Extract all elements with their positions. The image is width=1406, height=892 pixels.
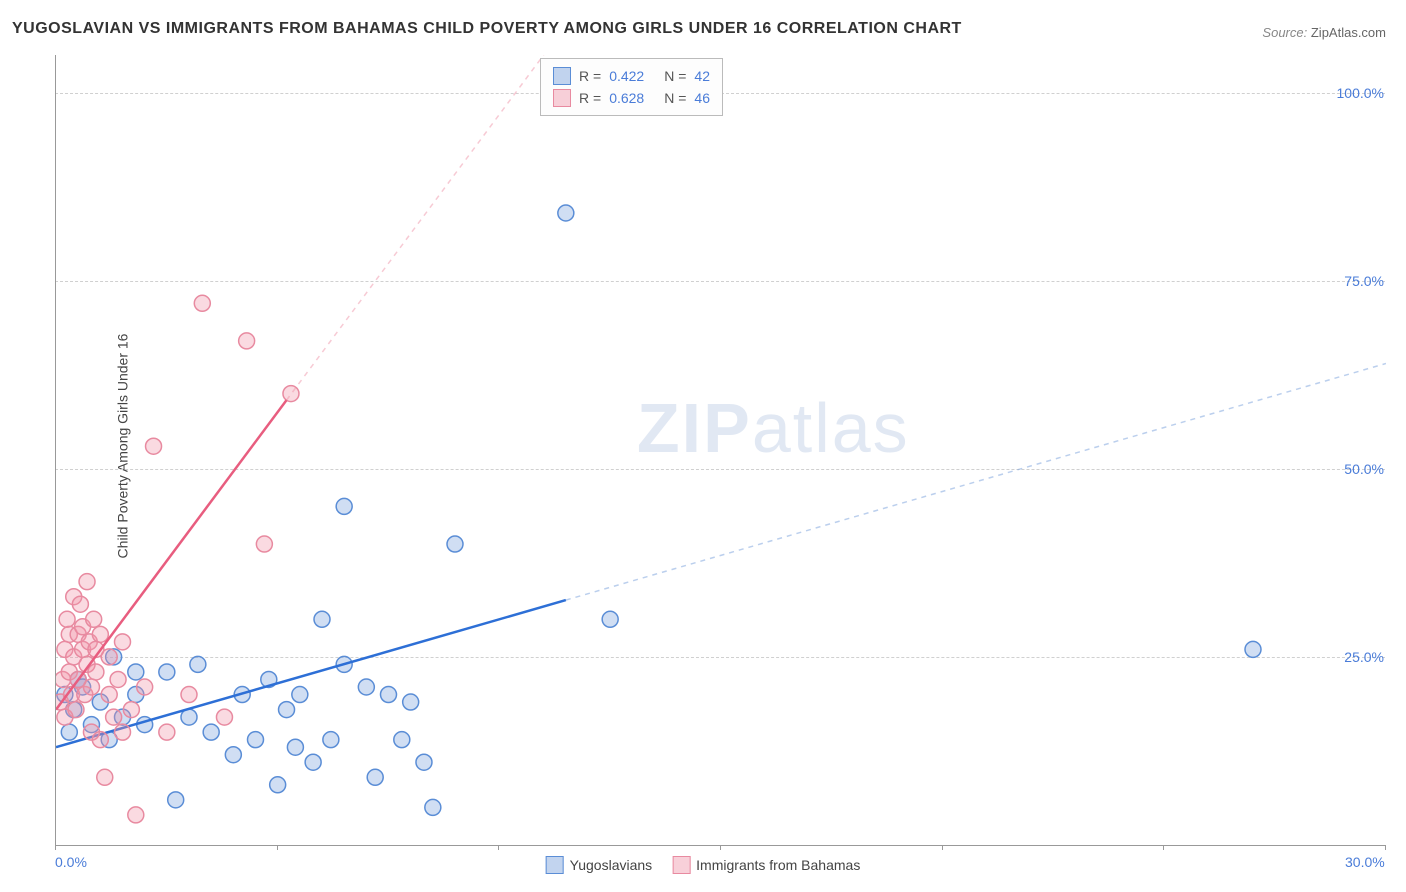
data-point bbox=[225, 747, 241, 763]
data-point bbox=[367, 769, 383, 785]
chart-container: YUGOSLAVIAN VS IMMIGRANTS FROM BAHAMAS C… bbox=[0, 0, 1406, 892]
stats-row-bahamas: R = 0.628 N = 46 bbox=[553, 87, 710, 109]
n-label: N = bbox=[664, 65, 686, 87]
data-point bbox=[336, 498, 352, 514]
legend-swatch-yugoslavians bbox=[546, 856, 564, 874]
data-point bbox=[128, 807, 144, 823]
data-point bbox=[305, 754, 321, 770]
data-point bbox=[146, 438, 162, 454]
data-point bbox=[86, 611, 102, 627]
data-point bbox=[101, 687, 117, 703]
data-point bbox=[558, 205, 574, 221]
data-point bbox=[602, 611, 618, 627]
legend-label-0: Yugoslavians bbox=[570, 857, 653, 873]
source-value: ZipAtlas.com bbox=[1311, 25, 1386, 40]
data-point bbox=[97, 769, 113, 785]
stats-legend-box: R = 0.422 N = 42 R = 0.628 N = 46 bbox=[540, 58, 723, 116]
x-tick: 0.0% bbox=[55, 854, 87, 870]
bottom-legend: Yugoslavians Immigrants from Bahamas bbox=[546, 856, 861, 874]
data-point bbox=[194, 295, 210, 311]
data-point bbox=[314, 611, 330, 627]
data-point bbox=[137, 679, 153, 695]
data-point bbox=[203, 724, 219, 740]
data-point bbox=[283, 386, 299, 402]
x-tick: 30.0% bbox=[1345, 854, 1385, 870]
swatch-yugoslavians bbox=[553, 67, 571, 85]
data-point bbox=[168, 792, 184, 808]
data-point bbox=[92, 626, 108, 642]
trend-line-dashed bbox=[566, 363, 1386, 600]
legend-item-yugoslavians: Yugoslavians bbox=[546, 856, 653, 874]
data-point bbox=[279, 702, 295, 718]
data-point bbox=[292, 687, 308, 703]
data-point bbox=[190, 656, 206, 672]
source-label: Source: bbox=[1262, 25, 1307, 40]
scatter-svg bbox=[56, 55, 1386, 845]
legend-item-bahamas: Immigrants from Bahamas bbox=[672, 856, 860, 874]
chart-title: YUGOSLAVIAN VS IMMIGRANTS FROM BAHAMAS C… bbox=[12, 20, 962, 38]
plot-area bbox=[55, 55, 1386, 846]
data-point bbox=[79, 574, 95, 590]
data-point bbox=[128, 664, 144, 680]
n-value-0: 42 bbox=[694, 65, 710, 87]
data-point bbox=[101, 649, 117, 665]
data-point bbox=[323, 732, 339, 748]
data-point bbox=[216, 709, 232, 725]
data-point bbox=[61, 724, 77, 740]
data-point bbox=[403, 694, 419, 710]
data-point bbox=[59, 611, 75, 627]
data-point bbox=[159, 664, 175, 680]
source-attribution: Source: ZipAtlas.com bbox=[1262, 25, 1386, 40]
data-point bbox=[123, 702, 139, 718]
trend-line-dashed bbox=[287, 55, 544, 400]
r-value-1: 0.628 bbox=[609, 87, 644, 109]
data-point bbox=[115, 724, 131, 740]
data-point bbox=[416, 754, 432, 770]
data-point bbox=[92, 732, 108, 748]
n-label: N = bbox=[664, 87, 686, 109]
data-point bbox=[270, 777, 286, 793]
data-point bbox=[68, 702, 84, 718]
data-point bbox=[181, 687, 197, 703]
data-point bbox=[88, 664, 104, 680]
data-point bbox=[447, 536, 463, 552]
stats-row-yugoslavians: R = 0.422 N = 42 bbox=[553, 65, 710, 87]
legend-label-1: Immigrants from Bahamas bbox=[696, 857, 860, 873]
r-value-0: 0.422 bbox=[609, 65, 644, 87]
data-point bbox=[381, 687, 397, 703]
data-point bbox=[106, 709, 122, 725]
data-point bbox=[110, 671, 126, 687]
data-point bbox=[248, 732, 264, 748]
n-value-1: 46 bbox=[694, 87, 710, 109]
data-point bbox=[159, 724, 175, 740]
legend-swatch-bahamas bbox=[672, 856, 690, 874]
swatch-bahamas bbox=[553, 89, 571, 107]
trend-line-solid bbox=[56, 400, 287, 709]
data-point bbox=[256, 536, 272, 552]
data-point bbox=[425, 799, 441, 815]
data-point bbox=[1245, 641, 1261, 657]
r-label: R = bbox=[579, 87, 601, 109]
data-point bbox=[239, 333, 255, 349]
data-point bbox=[83, 679, 99, 695]
data-point bbox=[394, 732, 410, 748]
data-point bbox=[115, 634, 131, 650]
data-point bbox=[287, 739, 303, 755]
data-point bbox=[72, 596, 88, 612]
r-label: R = bbox=[579, 65, 601, 87]
data-point bbox=[358, 679, 374, 695]
